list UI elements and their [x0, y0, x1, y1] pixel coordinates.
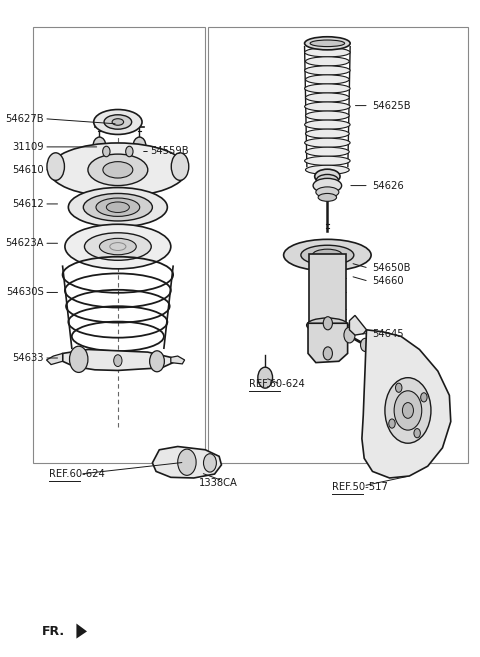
Circle shape: [103, 147, 110, 157]
Ellipse shape: [316, 174, 338, 186]
Bar: [208, 27, 468, 463]
Circle shape: [126, 147, 133, 157]
Ellipse shape: [301, 245, 354, 265]
Ellipse shape: [312, 249, 342, 261]
Ellipse shape: [84, 233, 151, 260]
Ellipse shape: [305, 138, 350, 147]
Circle shape: [389, 419, 395, 428]
Text: FR.: FR.: [42, 625, 65, 638]
Polygon shape: [76, 623, 87, 639]
Ellipse shape: [305, 166, 349, 174]
Ellipse shape: [305, 75, 349, 84]
Circle shape: [178, 449, 196, 476]
Ellipse shape: [305, 120, 350, 129]
Text: 31109: 31109: [12, 142, 44, 152]
Polygon shape: [349, 315, 367, 335]
Circle shape: [396, 383, 402, 392]
Text: 54612: 54612: [12, 199, 44, 209]
Ellipse shape: [99, 238, 136, 255]
Ellipse shape: [305, 57, 349, 66]
Ellipse shape: [305, 156, 350, 166]
Ellipse shape: [305, 147, 349, 156]
Ellipse shape: [310, 40, 345, 47]
Text: 54625B: 54625B: [372, 101, 411, 110]
Ellipse shape: [305, 84, 350, 93]
Ellipse shape: [307, 318, 348, 332]
Text: 54660: 54660: [372, 277, 404, 286]
Text: 54623A: 54623A: [6, 238, 44, 248]
Ellipse shape: [313, 178, 342, 193]
Ellipse shape: [305, 48, 350, 57]
Ellipse shape: [96, 198, 140, 216]
Ellipse shape: [305, 66, 350, 75]
Bar: [33, 27, 205, 463]
Text: 54645: 54645: [372, 328, 404, 339]
Text: 54626: 54626: [372, 181, 404, 191]
Ellipse shape: [47, 153, 64, 180]
Polygon shape: [152, 447, 221, 478]
Circle shape: [385, 378, 431, 443]
Circle shape: [420, 393, 427, 402]
Text: 1338CA: 1338CA: [198, 478, 237, 487]
Circle shape: [150, 351, 164, 372]
Text: 54610: 54610: [12, 165, 44, 175]
Circle shape: [70, 346, 88, 373]
Circle shape: [204, 454, 216, 472]
Ellipse shape: [315, 170, 340, 183]
Text: 54559B: 54559B: [150, 147, 189, 156]
Text: 54633: 54633: [12, 353, 44, 363]
Text: REF.50-517: REF.50-517: [332, 482, 388, 492]
Ellipse shape: [103, 162, 133, 178]
Circle shape: [323, 347, 333, 360]
Ellipse shape: [316, 187, 339, 197]
Polygon shape: [308, 323, 348, 363]
Circle shape: [133, 137, 146, 156]
Ellipse shape: [305, 111, 349, 120]
Ellipse shape: [318, 193, 336, 201]
Circle shape: [344, 327, 355, 343]
Ellipse shape: [112, 119, 124, 125]
Polygon shape: [171, 356, 185, 364]
Circle shape: [394, 391, 422, 430]
Ellipse shape: [104, 115, 132, 129]
Circle shape: [93, 137, 106, 156]
Ellipse shape: [84, 193, 152, 221]
Text: REF.60-624: REF.60-624: [249, 379, 305, 389]
Ellipse shape: [107, 202, 130, 212]
Bar: [309, 254, 346, 325]
Ellipse shape: [284, 239, 371, 271]
Text: 54650B: 54650B: [372, 263, 411, 273]
Circle shape: [402, 403, 413, 419]
Text: 54627B: 54627B: [6, 114, 44, 124]
Ellipse shape: [305, 102, 350, 111]
Circle shape: [414, 428, 420, 438]
Ellipse shape: [305, 93, 349, 102]
Text: REF.60-624: REF.60-624: [49, 469, 105, 479]
Circle shape: [323, 317, 333, 330]
Ellipse shape: [305, 37, 350, 50]
Ellipse shape: [305, 39, 349, 48]
Circle shape: [258, 367, 273, 388]
Polygon shape: [362, 330, 451, 478]
Ellipse shape: [88, 154, 148, 185]
Polygon shape: [47, 353, 62, 365]
Circle shape: [114, 355, 122, 367]
Ellipse shape: [171, 153, 189, 180]
Circle shape: [360, 338, 370, 351]
Ellipse shape: [94, 110, 142, 135]
Ellipse shape: [65, 224, 171, 269]
Text: 54630S: 54630S: [6, 288, 44, 298]
Ellipse shape: [49, 143, 187, 196]
Ellipse shape: [68, 187, 168, 227]
Polygon shape: [62, 350, 173, 371]
Ellipse shape: [305, 129, 349, 138]
